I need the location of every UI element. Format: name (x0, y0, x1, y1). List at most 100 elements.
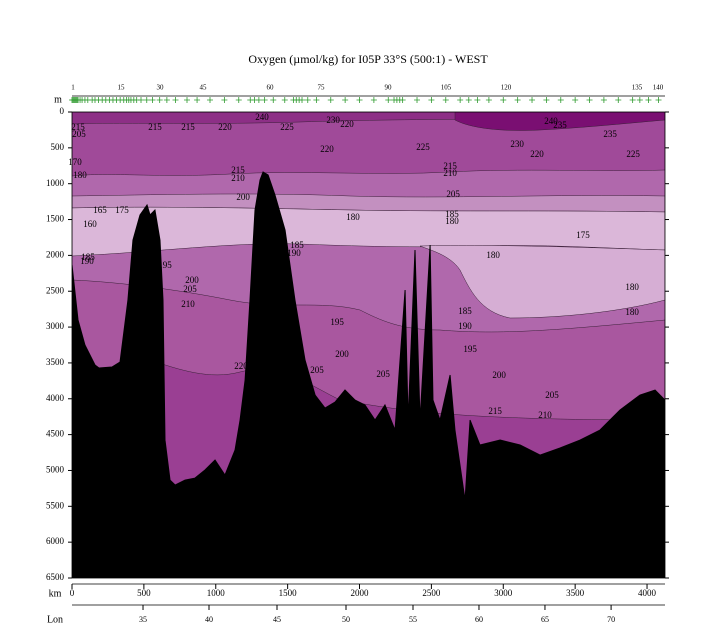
contour-label: 210 (231, 173, 245, 183)
station-marker (299, 97, 306, 103)
contour-label: 215 (443, 161, 457, 171)
contour-label: 170 (68, 157, 82, 167)
contour-label: 225 (280, 122, 294, 132)
y-tick-label: 3500 (46, 357, 65, 367)
station-marker (356, 97, 363, 103)
x-tick-label: 2500 (422, 588, 441, 598)
station-label: 120 (501, 84, 512, 92)
contour-label: 185 (290, 240, 304, 250)
contour-label: 235 (603, 129, 617, 139)
watermark-text: HYDROGRAPHIC (99, 546, 141, 552)
x2-tick-label: 60 (475, 615, 483, 624)
contour-label: 215 (71, 122, 85, 132)
station-marker (342, 97, 349, 103)
station-marker (261, 97, 268, 103)
station-label: 75 (317, 84, 325, 92)
station-marker (414, 97, 421, 103)
station-marker (194, 97, 201, 103)
contour-label: 210 (181, 299, 195, 309)
x-tick-label: 500 (137, 588, 151, 598)
x2-tick-label: 35 (139, 615, 147, 624)
band (454, 112, 665, 131)
y-axis-label: m (54, 94, 62, 105)
y-tick-label: 3000 (46, 321, 65, 331)
y-tick-label: 1000 (46, 178, 65, 188)
station-marker (255, 97, 262, 103)
chart-title: Oxygen (µmol/kg) for I05P 33°S (500:1) -… (248, 52, 488, 66)
seafloor-fill (72, 172, 665, 578)
station-marker (207, 97, 214, 103)
x2-tick-label: 45 (273, 615, 281, 624)
x-tick-label: 3500 (566, 588, 585, 598)
contour-label: 220 (218, 122, 232, 132)
contour-label: 205 (72, 129, 86, 139)
x-tick-label: 3000 (494, 588, 513, 598)
station-marker (529, 97, 536, 103)
station-marker (465, 97, 472, 103)
contour-label: 185 (458, 306, 472, 316)
x2-tick-label: 40 (205, 615, 213, 624)
station-marker (500, 97, 507, 103)
station-marker (163, 97, 170, 103)
station-marker (327, 97, 334, 103)
station-marker (629, 97, 636, 103)
seafloor-line (72, 171, 665, 501)
footer-note: Computer Generated (80, 562, 155, 571)
contour-label: 200 (236, 192, 250, 202)
x-tick-label: 1500 (279, 588, 298, 598)
station-marker (399, 97, 406, 103)
contour-label: 205 (183, 284, 197, 294)
y-tick-label: 2000 (46, 249, 65, 259)
y-tick-label: 2500 (46, 285, 65, 295)
station-marker (235, 97, 242, 103)
station-marker (281, 97, 288, 103)
station-marker (428, 97, 435, 103)
contour-label: 230 (326, 115, 340, 125)
station-marker (172, 97, 179, 103)
contour-label: 195 (330, 317, 344, 327)
contour-label: 240 (544, 116, 558, 126)
y-tick-label: 0 (60, 106, 65, 116)
station-marker (143, 97, 150, 103)
station-marker (156, 97, 163, 103)
x2-tick-label: 70 (607, 615, 615, 624)
station-marker (485, 97, 492, 103)
station-marker (442, 97, 449, 103)
station-marker (474, 97, 481, 103)
station-marker (572, 97, 579, 103)
x-tick-label: 0 (70, 588, 75, 598)
station-label: 135 (632, 84, 643, 92)
station-marker (270, 97, 277, 103)
contour-label: 190 (80, 256, 94, 266)
station-marker (586, 97, 593, 103)
station-marker (149, 97, 156, 103)
contour-label: 180 (445, 216, 459, 226)
station-marker (138, 97, 145, 103)
contour-label: 240 (255, 112, 269, 122)
contour-label: 175 (115, 205, 129, 215)
watermark-text: ATLAS (112, 554, 129, 560)
station-label: 30 (156, 84, 164, 92)
station-label: 15 (118, 84, 126, 92)
contour-label: 215 (488, 406, 502, 416)
contour-label: 190 (287, 248, 301, 258)
y-tick-label: 5000 (46, 465, 65, 475)
contour-label: 220 (320, 144, 334, 154)
contour-label: 225 (416, 142, 430, 152)
contour-label: 205 (376, 369, 390, 379)
x2-tick-label: 50 (342, 615, 350, 624)
station-marker (184, 97, 191, 103)
contour-label: 205 (545, 390, 559, 400)
contour-label: 205 (310, 365, 324, 375)
station-marker (645, 97, 652, 103)
contour-label: 195 (158, 260, 172, 270)
y-tick-label: 1500 (46, 214, 65, 224)
station-marker (600, 97, 607, 103)
station-label: 60 (266, 84, 274, 92)
contour-label: 180 (486, 250, 500, 260)
contour-label: 180 (625, 307, 639, 317)
contour-label: 165 (93, 205, 107, 215)
contour-label: 185 (81, 252, 95, 262)
station-marker (457, 97, 464, 103)
x2-axis-label: Lon (47, 614, 63, 625)
